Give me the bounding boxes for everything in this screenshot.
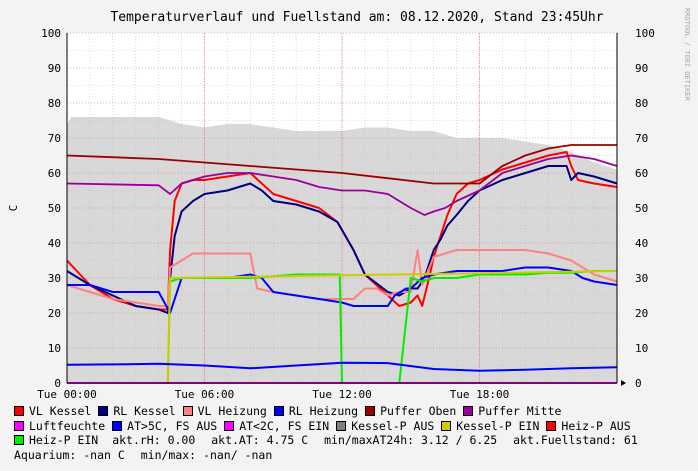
legend-row-1: VL Kessel RL Kessel VL Heizung RL Heizung Pu… xyxy=(14,404,694,419)
y-axis-label: C xyxy=(7,205,20,212)
legend-item-vl-kessel: VL Kessel xyxy=(14,404,91,419)
y-tick-label-right: 50 xyxy=(635,202,648,215)
legend-swatch xyxy=(98,406,109,416)
x-tick-label: Tue 18:00 xyxy=(450,388,510,401)
legend-row-2: Luftfeuchte AT>5C, FS AUS AT<2C, FS EIN Kes… xyxy=(14,419,694,434)
legend-swatch xyxy=(463,406,474,416)
y-tick-label-left: 40 xyxy=(48,237,61,250)
legend-label: Puffer Oben xyxy=(380,404,457,418)
y-tick-label-right: 10 xyxy=(635,342,648,355)
legend-label: Kessel-P EIN xyxy=(456,418,540,433)
y-tick-label-left: 80 xyxy=(48,97,61,110)
y-tick-label-left: 90 xyxy=(48,62,61,75)
legend-label: Heiz-P EIN xyxy=(29,433,99,447)
legend-item-rl-heizung: RL Heizung xyxy=(273,404,359,419)
series-line-3 xyxy=(67,266,618,314)
legend: VL Kessel RL Kessel VL Heizung RL Heizung Pu… xyxy=(14,404,694,462)
info-fuellstand: akt.Fuellstand: 61 xyxy=(513,433,638,447)
y-tick-label-right: 20 xyxy=(635,307,648,320)
y-tick-label-left: 60 xyxy=(48,167,61,180)
info-aquarium-minmax: min/max: -nan/ -nan xyxy=(140,447,273,462)
legend-swatch xyxy=(441,420,452,431)
series-line-4 xyxy=(66,144,617,185)
x-axis-arrow xyxy=(621,380,626,386)
legend-label: RL Kessel xyxy=(113,404,176,418)
legend-swatch xyxy=(224,420,235,431)
legend-item-vl-heizung: VL Heizung xyxy=(182,404,267,419)
legend-label: Heiz-P AUS xyxy=(561,418,631,433)
info-aquarium: Aquarium: -nan C xyxy=(14,447,125,462)
series-line-8 xyxy=(66,361,618,372)
legend-swatch xyxy=(273,406,284,416)
legend-label: Puffer Mitte xyxy=(478,404,562,418)
legend-swatch xyxy=(14,406,24,416)
series-line-0 xyxy=(66,151,618,311)
y-tick-label-right: 90 xyxy=(635,62,648,75)
legend-label: AT<2C, FS EIN xyxy=(239,418,330,433)
series-line-5 xyxy=(66,154,618,216)
y-tick-label-left: 10 xyxy=(48,342,61,355)
y-tick-label-right: 100 xyxy=(635,27,655,40)
y-tick-label-right: 30 xyxy=(635,272,648,285)
legend-item-puffer-mitte: Puffer Mitte xyxy=(463,404,561,419)
y-tick-label-left: 50 xyxy=(48,202,61,215)
legend-row-4: Aquarium: -nan C min/max: -nan/ -nan xyxy=(14,448,694,463)
y-tick-label-left: 0 xyxy=(54,377,61,390)
info-rh: akt.rH: 0.00 xyxy=(112,433,196,447)
legend-item-puffer-oben: Puffer Oben xyxy=(365,404,456,419)
x-tick-label: Tue 12:00 xyxy=(312,388,372,401)
legend-item-rl-kessel: RL Kessel xyxy=(98,404,176,419)
legend-swatch xyxy=(14,420,24,431)
legend-item-heiz-p-ein: Heiz-P EIN xyxy=(14,433,98,448)
legend-item-luftfeuchte: Luftfeuchte xyxy=(14,419,105,434)
watermark: RRDTOOL / TOBI OETIKER xyxy=(683,8,691,102)
x-tick-label: Tue 00:00 xyxy=(37,388,97,401)
info-minmax: min/maxAT24h: 3.12 / 6.25 xyxy=(324,433,498,447)
y-tick-label-left: 30 xyxy=(48,272,61,285)
legend-label: VL Kessel xyxy=(29,404,92,418)
legend-swatch xyxy=(112,420,123,431)
legend-label: Kessel-P AUS xyxy=(351,418,435,433)
legend-item-kessel-p-aus: Kessel-P AUS xyxy=(336,419,434,434)
y-tick-label-left: 20 xyxy=(48,307,61,320)
legend-item-kessel-p-ein: Kessel-P EIN xyxy=(441,419,539,434)
legend-item-at-5c-fs-aus: AT>5C, FS AUS xyxy=(112,419,217,434)
legend-item-heiz-p-aus: Heiz-P AUS xyxy=(546,418,631,434)
info-at: akt.AT: 4.75 C xyxy=(211,433,309,447)
y-tick-label-right: 40 xyxy=(635,237,648,250)
chart-title: Temperaturverlauf und Fuellstand am: 08.… xyxy=(110,10,603,25)
legend-swatch xyxy=(182,406,193,416)
legend-label: AT>5C, FS AUS xyxy=(127,418,218,433)
legend-swatch xyxy=(546,420,557,431)
legend-row-3: Heiz-P EIN akt.rH: 0.00 akt.AT: 4.75 C m… xyxy=(14,433,694,448)
legend-swatch xyxy=(336,420,347,431)
legend-item-at-2c-fs-ein: AT<2C, FS EIN xyxy=(224,419,329,434)
legend-swatch xyxy=(365,406,376,416)
legend-label: RL Heizung xyxy=(288,404,359,418)
legend-label: Luftfeuchte xyxy=(29,418,106,433)
y-tick-label-left: 70 xyxy=(48,132,61,145)
y-tick-label-left: 100 xyxy=(41,27,61,40)
y-tick-label-right: 70 xyxy=(635,132,648,145)
y-tick-label-right: 60 xyxy=(635,167,648,180)
y-tick-label-right: 80 xyxy=(635,97,648,110)
legend-label: VL Heizung xyxy=(197,404,267,418)
x-tick-label: Tue 06:00 xyxy=(175,388,235,401)
y-tick-label-right: 0 xyxy=(635,377,642,390)
legend-swatch xyxy=(14,435,24,445)
